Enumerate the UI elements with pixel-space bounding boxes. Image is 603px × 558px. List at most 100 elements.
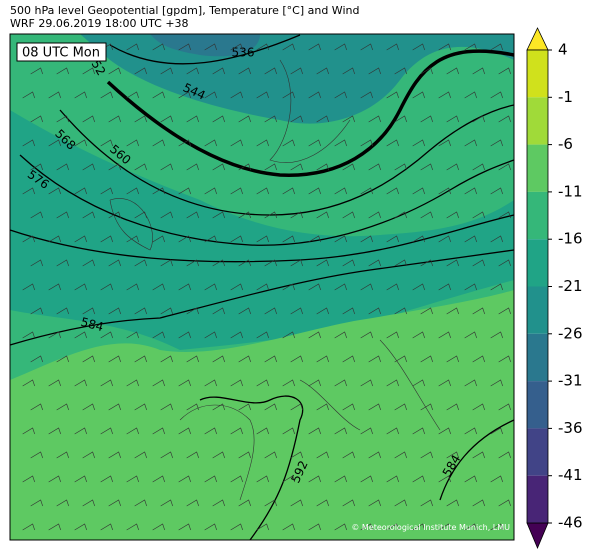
wind-barb xyxy=(368,355,381,363)
wind-barb xyxy=(308,379,321,387)
wind-barb xyxy=(230,523,243,531)
wind-barb xyxy=(464,523,477,531)
wind-barb xyxy=(282,475,295,483)
wind-barb xyxy=(386,523,399,531)
wind-barb xyxy=(100,523,113,531)
wind-barb xyxy=(282,43,295,51)
wind-barb xyxy=(186,67,199,75)
wind-barb xyxy=(342,67,355,75)
colorbar-tick-label: -6 xyxy=(558,135,573,153)
wind-barb xyxy=(464,43,477,51)
wind-barb xyxy=(316,499,329,507)
wind-barb xyxy=(30,451,43,459)
wind-barb xyxy=(22,379,35,387)
wind-barb xyxy=(30,67,43,75)
wind-barb xyxy=(126,43,139,51)
wind-barb xyxy=(282,235,295,243)
wind-barb xyxy=(160,499,173,507)
wind-barb xyxy=(48,139,61,147)
wind-barb xyxy=(308,331,321,339)
wind-barb xyxy=(126,91,139,99)
wind-barb xyxy=(74,523,87,531)
wind-barb xyxy=(472,499,485,507)
wind-barb xyxy=(212,115,225,123)
wind-barb xyxy=(438,331,451,339)
wind-barb xyxy=(438,475,451,483)
wind-barb xyxy=(498,451,511,459)
wind-barb xyxy=(160,403,173,411)
wind-barb xyxy=(290,67,303,75)
wind-barb xyxy=(82,115,95,123)
wind-barb xyxy=(212,259,225,267)
wind-barb xyxy=(22,427,35,435)
wind-barb xyxy=(438,187,451,195)
wind-barb xyxy=(386,139,399,147)
wind-barb xyxy=(342,163,355,171)
wind-barb xyxy=(134,163,147,171)
wind-barb xyxy=(126,235,139,243)
wind-barb xyxy=(282,523,295,531)
wind-barb xyxy=(438,283,451,291)
wind-barb xyxy=(100,91,113,99)
wind-barb xyxy=(412,43,425,51)
wind-barb xyxy=(368,451,381,459)
wind-barb xyxy=(134,355,147,363)
colorbar-tick-label: -1 xyxy=(558,88,573,106)
wind-barb xyxy=(178,91,191,99)
wind-barb xyxy=(386,283,399,291)
wind-barb xyxy=(316,259,329,267)
wind-barb xyxy=(100,187,113,195)
wind-barb xyxy=(386,427,399,435)
colorbar-extend-bottom xyxy=(526,522,549,550)
wind-barb xyxy=(178,187,191,195)
wind-barb xyxy=(386,379,399,387)
wind-barb xyxy=(316,163,329,171)
wind-barb xyxy=(446,403,459,411)
wind-barb xyxy=(74,331,87,339)
wind-barb xyxy=(334,379,347,387)
wind-barb xyxy=(186,211,199,219)
wind-barb xyxy=(308,235,321,243)
wind-barb xyxy=(394,451,407,459)
wind-barb xyxy=(368,307,381,315)
wind-barb xyxy=(30,163,43,171)
wind-barb xyxy=(108,259,121,267)
colorbar-band xyxy=(527,191,548,240)
wind-barb xyxy=(256,91,269,99)
wind-barb xyxy=(316,115,329,123)
wind-barb xyxy=(152,427,165,435)
wind-barb xyxy=(472,355,485,363)
wind-barb xyxy=(360,283,373,291)
wind-barb xyxy=(490,187,503,195)
wind-barb xyxy=(490,427,503,435)
wind-barb xyxy=(446,451,459,459)
wind-barb xyxy=(490,43,503,51)
wind-barb xyxy=(264,403,277,411)
wind-barb xyxy=(48,379,61,387)
wind-barb xyxy=(212,67,225,75)
wind-barb xyxy=(256,331,269,339)
wind-barb xyxy=(152,139,165,147)
wind-barb xyxy=(368,163,381,171)
wind-barb xyxy=(394,499,407,507)
wind-barb xyxy=(360,331,373,339)
wind-barb xyxy=(316,67,329,75)
wind-barb xyxy=(360,523,373,531)
wind-barb xyxy=(412,523,425,531)
wind-barb xyxy=(160,355,173,363)
wind-barb xyxy=(334,283,347,291)
wind-barb xyxy=(308,283,321,291)
wind-barb xyxy=(394,403,407,411)
wind-barb xyxy=(368,115,381,123)
colorbar-band xyxy=(527,239,548,287)
wind-barb xyxy=(204,91,217,99)
wind-barb xyxy=(394,307,407,315)
contour-line xyxy=(199,395,515,541)
wind-barb xyxy=(126,427,139,435)
wind-barb xyxy=(360,475,373,483)
colorbar-tick-label: -26 xyxy=(558,324,583,342)
wind-barb xyxy=(56,67,69,75)
wind-barb xyxy=(386,235,399,243)
wind-barb xyxy=(178,379,191,387)
